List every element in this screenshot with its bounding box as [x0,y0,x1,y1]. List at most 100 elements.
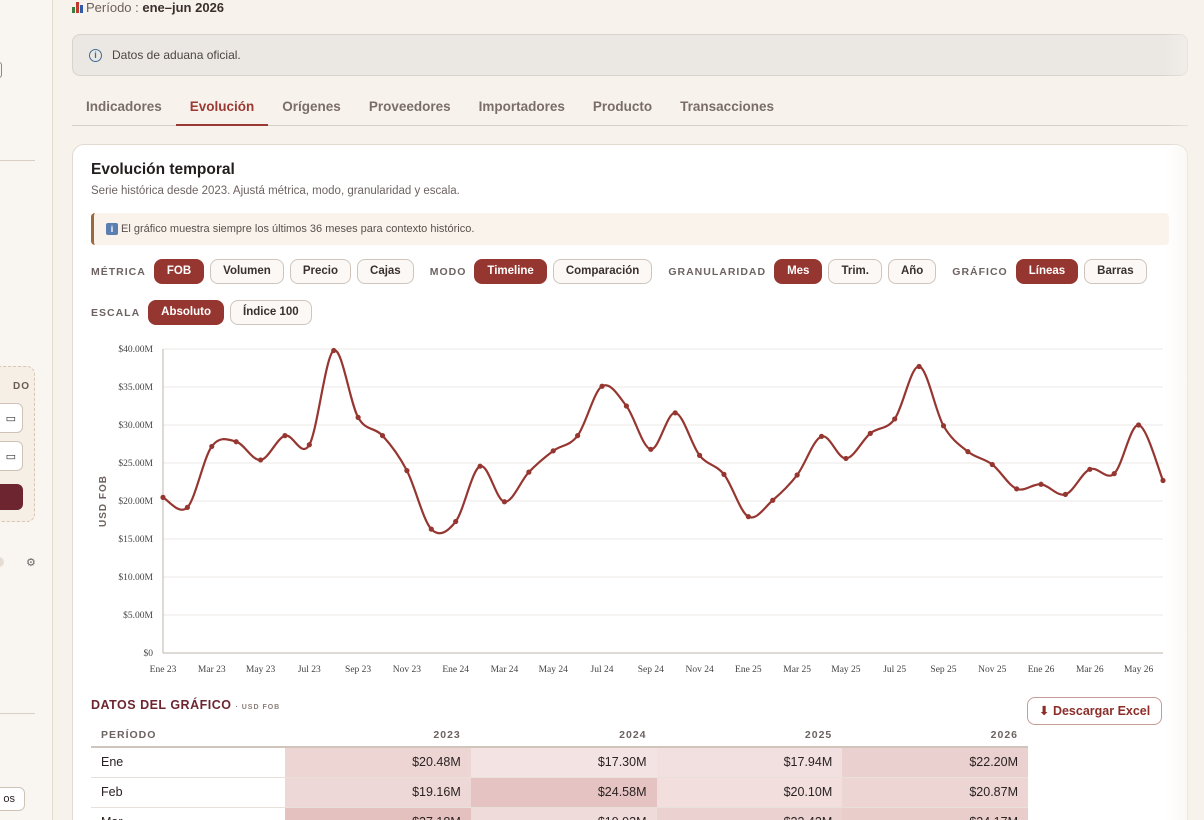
x-tick-label: Jul 25 [883,665,906,675]
data-point [916,363,922,370]
value-cell: $23.42M [656,807,843,820]
evolution-chart: $0 $5.00M $10.00M $15.00M $20.00M $25.00M $30.… [91,335,1171,690]
data-point [1160,477,1166,484]
data-table: PERÍODO 2023 2024 2025 2026 Ene $20.48M $17.30… [91,723,1028,820]
download-excel-button[interactable]: ⬇ Descargar Excel [1027,697,1163,725]
controls-row: MÉTRICA FOB Volumen Precio Cajas MODO Ti… [91,259,1153,284]
date-from-input[interactable]: ▭ [0,403,23,433]
data-point [892,416,898,422]
sidebar-scroll-handle[interactable] [0,62,2,78]
data-point [623,403,630,409]
y-tick-label: $30.00M [118,420,153,431]
tab-bar: Indicadores Evolución Orígenes Proveedor… [72,90,1188,126]
scale-row: ESCALA Absoluto Índice 100 [91,300,318,325]
row-period-cell: Feb [91,777,285,808]
data-point [233,439,239,445]
gear-icon[interactable]: ⚙ [26,557,36,569]
x-tick-label: Nov 25 [978,665,1006,675]
value-cell: $20.48M [285,747,471,778]
granularity-mes-button[interactable]: Mes [774,259,823,284]
tab-transacciones[interactable]: Transacciones [680,99,774,114]
sidebar: DO ▭ ▭ ⚙ os [0,0,53,820]
chart-barras-button[interactable]: Barras [1084,259,1147,284]
data-point [550,448,556,454]
card-title: Evolución temporal [91,161,235,178]
sidebar-divider [0,713,35,714]
x-tick-label: May 26 [1124,665,1154,675]
data-point [575,433,581,439]
y-axis-label: USD FOB [98,475,109,527]
data-point [428,526,434,532]
data-point [160,494,166,500]
data-point [599,383,605,389]
period-indicator: Período : ene–jun 2026 [72,0,224,15]
data-point [648,446,654,452]
x-tick-label: May 24 [539,665,569,675]
metric-precio-button[interactable]: Precio [289,259,352,284]
data-point [404,468,410,474]
x-tick-label: Nov 24 [685,665,713,675]
tab-proveedores[interactable]: Proveedores [368,99,451,114]
data-point [1087,466,1093,472]
value-cell: $17.30M [470,747,657,778]
tab-importadores[interactable]: Importadores [478,99,565,114]
data-point [1038,481,1044,487]
date-to-input[interactable]: ▭ [0,441,23,471]
x-tick-label: Nov 23 [393,665,421,675]
sidebar-divider [0,160,35,161]
tab-origenes[interactable]: Orígenes [282,99,341,114]
data-point [1136,422,1142,428]
value-cell: $24.17M [842,807,1028,820]
info-icon: i [106,223,118,235]
granularity-ano-button[interactable]: Año [887,259,937,284]
data-table-title-text: DATOS DEL GRÁFICO [91,698,232,712]
x-tick-label: Ene 23 [150,665,177,675]
value-cell: $19.16M [285,777,471,808]
sidebar-bottom-button[interactable]: os [0,787,25,811]
chart-lineas-button[interactable]: Líneas [1015,259,1079,284]
mode-comparacion-button[interactable]: Comparación [552,259,653,284]
y-tick-label: $40.00M [118,344,153,355]
metric-fob-button[interactable]: FOB [153,259,205,284]
data-point [770,497,776,503]
data-point [794,472,800,478]
apply-button[interactable] [0,484,23,510]
metric-label: MÉTRICA [91,265,146,278]
x-tick-label: Ene 24 [442,665,469,675]
sidebar-card-label: DO [13,381,30,392]
metric-volumen-button[interactable]: Volumen [210,259,284,284]
x-tick-label: May 23 [246,665,276,675]
tab-evolucion[interactable]: Evolución [175,90,269,126]
info-notice: i Datos de aduana oficial. [72,34,1188,76]
x-tick-label: Jul 24 [591,665,614,675]
value-cell: $20.87M [842,777,1028,808]
data-point [1014,486,1020,492]
scale-indice-button[interactable]: Índice 100 [230,300,312,325]
x-tick-label: Mar 25 [783,665,811,675]
scale-absoluto-button[interactable]: Absoluto [148,300,224,325]
data-point [696,452,703,458]
column-header-year: 2023 [285,723,471,748]
sidebar-date-card: DO ▭ ▭ [0,366,35,522]
x-tick-label: Jul 23 [298,665,321,675]
data-point [306,442,312,448]
y-tick-label: $0 [144,648,154,659]
history-hint: i El gráfico muestra siempre los últimos… [91,213,1169,245]
row-period-cell: Mar [91,807,285,820]
granularity-trim-button[interactable]: Trim. [828,259,882,284]
metric-cajas-button[interactable]: Cajas [357,259,414,284]
data-point [282,433,288,439]
y-tick-label: $10.00M [118,572,153,583]
mode-timeline-button[interactable]: Timeline [474,259,547,284]
x-tick-label: Ene 26 [1028,665,1055,675]
data-point [379,433,386,439]
tab-producto[interactable]: Producto [592,99,653,114]
x-tick-label: Mar 24 [491,665,519,675]
sidebar-toggle[interactable] [0,557,4,567]
value-cell: $20.10M [656,777,843,808]
data-point [184,504,190,510]
tab-indicadores[interactable]: Indicadores [86,99,162,114]
x-tick-label: Mar 26 [1076,665,1104,675]
column-header-year: 2025 [656,723,843,748]
data-point [355,414,361,420]
